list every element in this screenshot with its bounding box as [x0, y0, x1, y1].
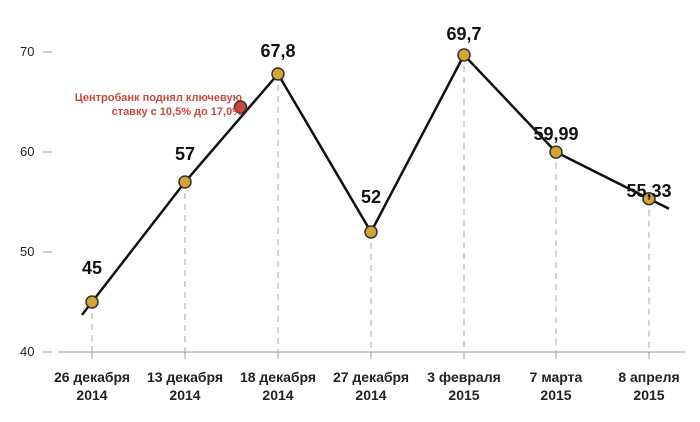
x-tick-label: 3 февраля — [427, 369, 501, 385]
x-tick-label: 27 декабря — [333, 369, 409, 385]
y-tick-label: 40 — [20, 344, 34, 359]
x-tick-label: 2015 — [540, 387, 571, 403]
x-tick-label: 7 марта — [530, 369, 583, 385]
data-label: 45 — [82, 258, 102, 278]
data-point — [178, 175, 192, 189]
x-tick-label: 13 декабря — [147, 369, 223, 385]
data-point — [271, 67, 285, 81]
data-label: 67,8 — [260, 41, 295, 61]
x-tick-label: 2015 — [633, 387, 664, 403]
data-label: 59,99 — [533, 124, 578, 144]
x-tick-label: 2014 — [262, 387, 293, 403]
y-tick-label: 70 — [20, 44, 34, 59]
x-tick-label: 18 декабря — [240, 369, 316, 385]
data-label: 57 — [175, 144, 195, 164]
data-label: 52 — [361, 187, 381, 207]
data-point — [642, 191, 656, 206]
annotation-text: Центробанк поднял ключевую — [75, 92, 242, 104]
annotation-text: ставку с 10,5% до 17,0% — [112, 106, 243, 118]
x-tick-label: 2014 — [76, 387, 107, 403]
data-point — [549, 145, 563, 159]
data-label: 69,7 — [446, 24, 481, 44]
x-tick-label: 8 апреля — [618, 369, 679, 385]
data-point — [85, 295, 99, 309]
data-point — [364, 225, 378, 239]
x-tick-label: 26 декабря — [54, 369, 130, 385]
y-tick-label: 60 — [20, 144, 34, 159]
x-tick-label: 2015 — [448, 387, 479, 403]
y-tick-label: 50 — [20, 244, 34, 259]
annotation-point — [233, 100, 248, 114]
data-label: 55,33 — [626, 181, 671, 201]
x-tick-label: 2014 — [169, 387, 200, 403]
x-tick-label: 2014 — [355, 387, 386, 403]
data-point — [457, 48, 471, 62]
